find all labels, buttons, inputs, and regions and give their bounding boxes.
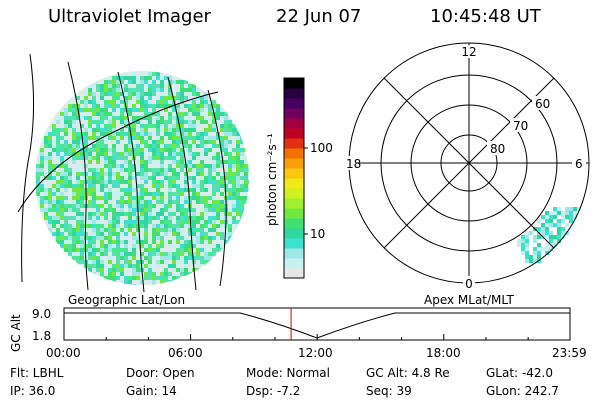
apex-panel-label: Apex MLat/MLT	[424, 293, 514, 307]
dsp-info: Dsp: -7.2	[246, 384, 301, 398]
door-info: Door: Open	[126, 366, 195, 380]
mode-info: Mode: Normal	[246, 366, 330, 380]
latitude-line	[17, 91, 219, 213]
colorbar-segment	[284, 138, 304, 149]
time-tick-1800: 18:00	[426, 346, 461, 360]
time-tick-0000: 00:00	[46, 346, 81, 360]
mlt-label-12: 12	[461, 45, 476, 59]
colorbar-segment	[284, 218, 304, 229]
colorbar-segment	[284, 248, 304, 259]
mlt-label-0: 0	[465, 277, 473, 291]
colorbar-segment	[284, 118, 304, 129]
mlt-label-6: 6	[575, 157, 583, 171]
colorbar-segment	[284, 268, 304, 279]
colorbar-segment	[284, 128, 304, 139]
uv-intensity-pixels	[36, 72, 249, 285]
colorbar-segment	[284, 78, 304, 89]
seq-info: Seq: 39	[366, 384, 412, 398]
colorbar-segment	[284, 98, 304, 109]
apex-polar-plot: 12 18 6 0 60 70 80	[338, 42, 590, 291]
colorbar: 100 10 photon cm⁻²s⁻¹	[265, 77, 333, 279]
colorbar-segment	[284, 198, 304, 209]
auroral-emission-pixels	[517, 207, 581, 263]
meridian-line	[207, 89, 227, 287]
mlat-label-80: 80	[490, 142, 505, 156]
meridian-line	[67, 61, 89, 291]
colorbar-segment	[284, 208, 304, 219]
gc-alt-axis-label: GC Alt	[9, 314, 23, 352]
filter-info: Flt: LBHL	[10, 366, 64, 380]
colorbar-segment	[284, 238, 304, 249]
geographic-panel-label: Geographic Lat/Lon	[68, 293, 186, 307]
time-tick-0600: 06:00	[168, 346, 203, 360]
time-label: 10:45:48 UT	[430, 6, 541, 27]
colorbar-ticks	[304, 147, 308, 235]
colorbar-segment	[284, 228, 304, 239]
glat-info: GLat: -42.0	[486, 366, 553, 380]
mlt-label-18: 18	[346, 157, 361, 171]
time-tick-1200: 12:00	[298, 346, 333, 360]
meridian-line	[167, 76, 197, 291]
glon-info: GLon: 242.7	[486, 384, 559, 398]
meridian-line	[21, 53, 35, 283]
colorbar-tick-100: 100	[310, 141, 333, 155]
gc-alt-ymin: 1.8	[32, 329, 51, 343]
time-tick-2359: 23:59	[552, 346, 587, 360]
colorbar-segment	[284, 88, 304, 99]
lat-lon-grid	[17, 53, 227, 293]
colorbar-frame	[283, 77, 305, 279]
colorbar-segment	[284, 148, 304, 159]
colorbar-segment	[284, 168, 304, 179]
ip-info: IP: 36.0	[10, 384, 56, 398]
colorbar-tick-10: 10	[310, 227, 325, 241]
gc-altitude-plot: GC Alt 9.0 1.8	[9, 307, 571, 352]
polar-grid	[348, 42, 590, 284]
instrument-title: Ultraviolet Imager	[48, 6, 211, 27]
colorbar-segment	[284, 258, 304, 269]
colorbar-segment	[284, 108, 304, 119]
gc-alt-info: GC Alt: 4.8 Re	[366, 366, 450, 380]
date-label: 22 Jun 07	[276, 6, 362, 27]
mlat-label-60: 60	[535, 97, 550, 111]
colorbar-segment	[284, 188, 304, 199]
gc-alt-ymax: 9.0	[32, 307, 51, 321]
gain-info: Gain: 14	[126, 384, 177, 398]
geographic-image-panel	[17, 53, 249, 293]
colorbar-segment	[284, 158, 304, 169]
time-ticks	[63, 334, 529, 340]
colorbar-segment	[284, 178, 304, 189]
meridian-line	[117, 71, 145, 293]
colorbar-unit-label: photon cm⁻²s⁻¹	[265, 133, 279, 226]
colorbar-gradient	[284, 78, 304, 279]
mlat-label-70: 70	[513, 119, 528, 133]
